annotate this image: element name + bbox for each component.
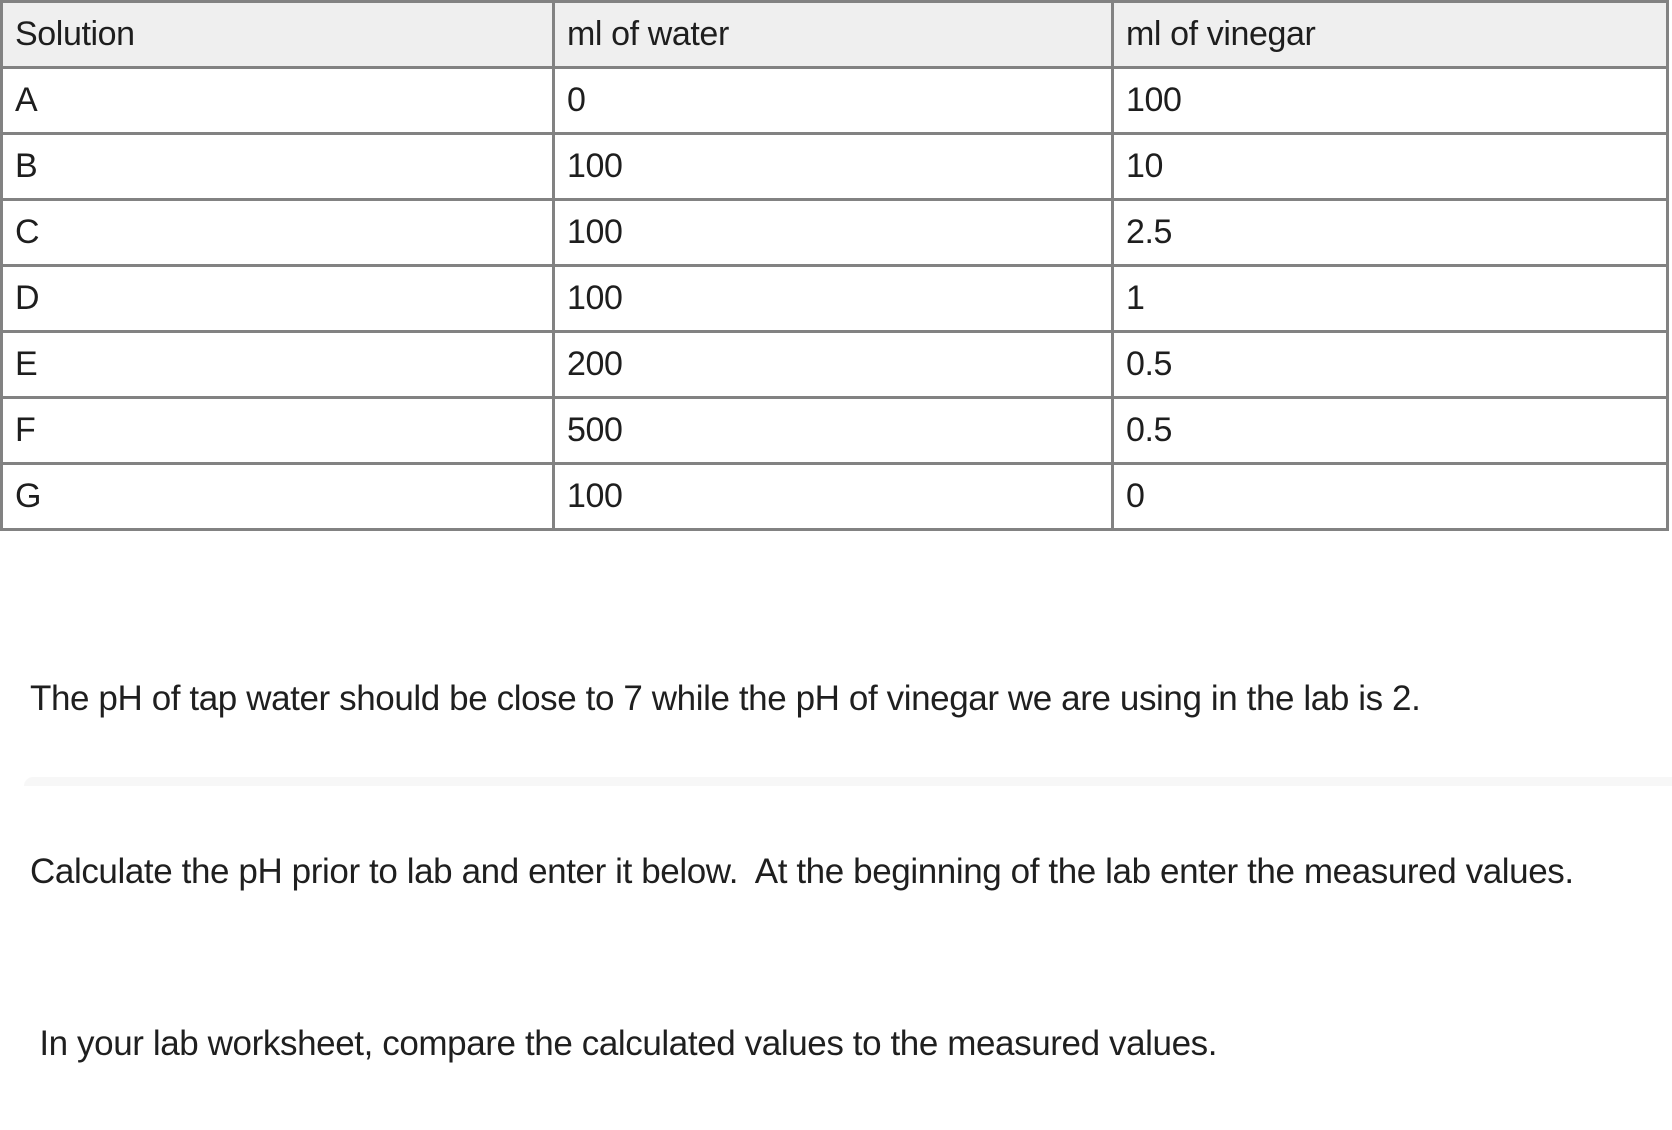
column-header-ml-of-vinegar: ml of vinegar (1111, 0, 1669, 69)
instruction-line-ph-values: The pH of tap water should be close to 7… (30, 679, 1421, 718)
instructions-text: The pH of tap water should be close to 7… (0, 531, 1672, 1130)
cell-vinegar: 2.5 (1111, 198, 1669, 267)
cell-solution: C (0, 198, 555, 267)
cell-solution: F (0, 396, 555, 465)
cell-water: 500 (552, 396, 1114, 465)
cell-solution: G (0, 462, 555, 531)
cell-water: 100 (552, 132, 1114, 201)
column-header-solution: Solution (0, 0, 555, 69)
cell-vinegar: 0.5 (1111, 396, 1669, 465)
cell-vinegar: 0 (1111, 462, 1669, 531)
cell-water: 100 (552, 198, 1114, 267)
instruction-line-compare: In your lab worksheet, compare the calcu… (30, 1024, 1218, 1063)
table-row: G 100 0 (0, 462, 1669, 531)
solutions-table: Solution ml of water ml of vinegar A 0 1… (0, 0, 1669, 531)
cell-vinegar: 1 (1111, 264, 1669, 333)
table-row: F 500 0.5 (0, 396, 1669, 465)
table-header-row: Solution ml of water ml of vinegar (0, 0, 1669, 69)
cell-vinegar: 10 (1111, 132, 1669, 201)
cell-solution: B (0, 132, 555, 201)
cell-solution: E (0, 330, 555, 399)
table-row: D 100 1 (0, 264, 1669, 333)
table-row: E 200 0.5 (0, 330, 1669, 399)
cell-water: 0 (552, 66, 1114, 135)
cell-vinegar: 0.5 (1111, 330, 1669, 399)
cell-water: 100 (552, 462, 1114, 531)
cell-vinegar: 100 (1111, 66, 1669, 135)
table-row: A 0 100 (0, 66, 1669, 135)
table-row: B 100 10 (0, 132, 1669, 201)
instruction-line-calculate: Calculate the pH prior to lab and enter … (30, 851, 1574, 891)
cell-water: 200 (552, 330, 1114, 399)
cell-water: 100 (552, 264, 1114, 333)
cell-solution: A (0, 66, 555, 135)
table-row: C 100 2.5 (0, 198, 1669, 267)
next-panel-top-edge (24, 777, 1672, 786)
column-header-ml-of-water: ml of water (552, 0, 1114, 69)
cell-solution: D (0, 264, 555, 333)
